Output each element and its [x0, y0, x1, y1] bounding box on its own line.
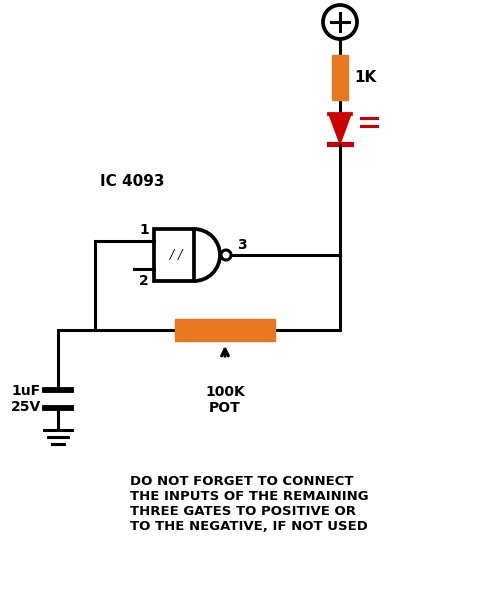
Polygon shape: [329, 114, 351, 144]
Text: 3: 3: [237, 238, 247, 252]
Text: 2: 2: [139, 274, 149, 288]
Text: 100K
POT: 100K POT: [205, 385, 245, 415]
Text: IC 4093: IC 4093: [100, 175, 165, 190]
Text: 1K: 1K: [354, 70, 376, 85]
FancyBboxPatch shape: [175, 319, 275, 341]
Text: 1uF
25V: 1uF 25V: [11, 384, 41, 414]
FancyBboxPatch shape: [154, 229, 194, 281]
Text: DO NOT FORGET TO CONNECT
THE INPUTS OF THE REMAINING
THREE GATES TO POSITIVE OR
: DO NOT FORGET TO CONNECT THE INPUTS OF T…: [130, 475, 369, 533]
Text: / /: / /: [170, 250, 182, 263]
FancyBboxPatch shape: [332, 55, 348, 100]
Text: 1: 1: [139, 223, 149, 237]
